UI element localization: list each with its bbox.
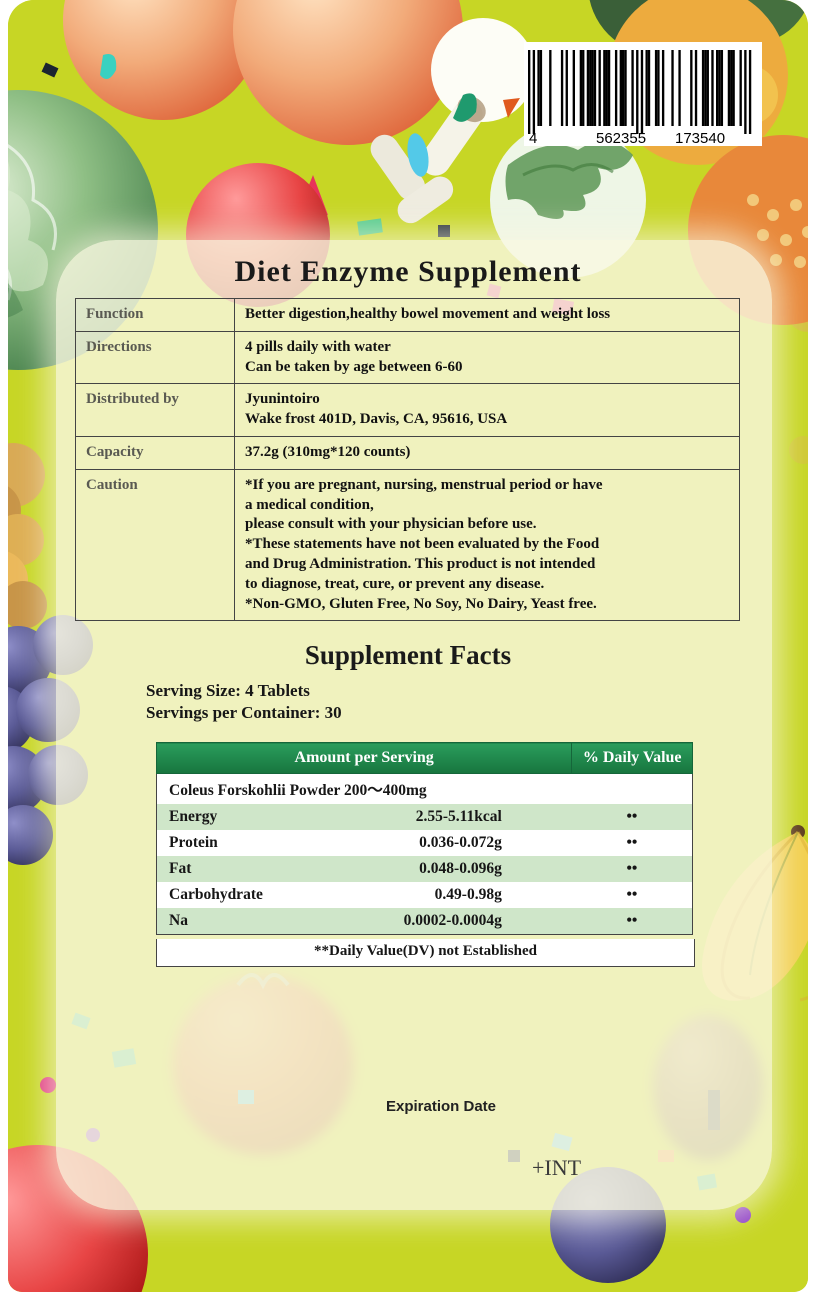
svg-text:4: 4 bbox=[529, 130, 537, 147]
svg-text:562355: 562355 bbox=[596, 130, 646, 147]
svg-text:173540: 173540 bbox=[675, 130, 725, 147]
